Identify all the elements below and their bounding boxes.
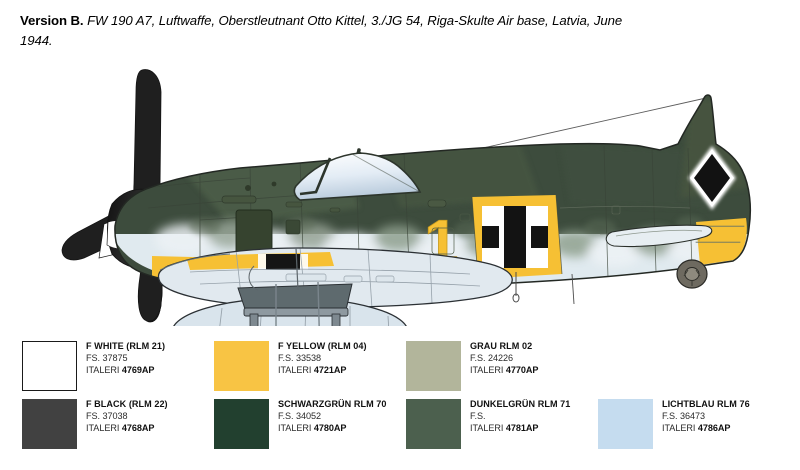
color-fs-code: F.S. 34052	[278, 410, 321, 421]
legend-item-lichtblau-rlm-76[interactable]: LICHTBLAU RLM 76 F.S. 36473 ITALERI 4786…	[598, 398, 790, 456]
color-swatch	[214, 341, 269, 391]
color-name: DUNKELGRÜN RLM 71	[470, 399, 571, 409]
brand-label: ITALERI	[662, 422, 696, 433]
color-fs-code: FS. 37875	[86, 352, 128, 363]
color-name: GRAU RLM 02	[470, 341, 533, 351]
color-fs-code: F.S.	[470, 410, 486, 421]
product-code: 4781AP	[505, 422, 539, 433]
brand-label: ITALERI	[86, 364, 120, 375]
brand-label: ITALERI	[86, 422, 120, 433]
color-swatch	[406, 399, 461, 449]
color-fs-code: F.S. 33538	[278, 352, 321, 363]
legend-row-1: F WHITE (RLM 21) FS. 37875 ITALERI 4769A…	[22, 340, 790, 398]
product-code: 4780AP	[313, 422, 347, 433]
tail-diamond-marking	[688, 146, 736, 210]
color-swatch	[22, 399, 77, 449]
under-fuselage-aerials	[512, 272, 575, 305]
page-title: Version B. FW 190 A7, Luftwaffe, Oberstl…	[20, 11, 640, 52]
brand-label: ITALERI	[278, 364, 312, 375]
horizontal-stabilizer	[605, 224, 713, 248]
brand-label: ITALERI	[470, 364, 504, 375]
tail-wheel	[676, 259, 708, 289]
color-swatch	[406, 341, 461, 391]
legend-item-schwarzgruen-rlm-70[interactable]: SCHWARZGRÜN RLM 70 F.S. 34052 ITALERI 47…	[214, 398, 406, 456]
color-swatch	[214, 399, 269, 449]
color-swatch	[22, 341, 77, 391]
legend-row-2: F BLACK (RLM 22) FS. 37038 ITALERI 4768A…	[22, 398, 790, 456]
color-name: F YELLOW (RLM 04)	[278, 341, 367, 351]
color-name: LICHTBLAU RLM 76	[662, 399, 750, 409]
aircraft-profile-illustration: 1	[0, 58, 800, 326]
legend-item-f-white[interactable]: F WHITE (RLM 21) FS. 37875 ITALERI 4769A…	[22, 340, 214, 398]
product-code: 4768AP	[121, 422, 155, 433]
color-swatch	[598, 399, 653, 449]
canopy	[293, 148, 422, 201]
rudder-yellow-band	[696, 218, 747, 265]
color-fs-code: F.S. 24226	[470, 352, 513, 363]
color-fs-code: FS. 37038	[86, 410, 128, 421]
legend-cell-empty	[598, 340, 790, 398]
color-fs-code: F.S. 36473	[662, 410, 705, 421]
brand-label: ITALERI	[470, 422, 504, 433]
wing	[157, 247, 513, 309]
product-code: 4769AP	[121, 364, 155, 375]
legend-item-grau-rlm-02[interactable]: GRAU RLM 02 F.S. 24226 ITALERI 4770AP	[406, 340, 598, 398]
version-description: FW 190 A7, Luftwaffe, Oberstleutnant Ott…	[20, 13, 623, 49]
product-code: 4786AP	[697, 422, 731, 433]
legend-item-dunkelgruen-rlm-71[interactable]: DUNKELGRÜN RLM 71 F.S. ITALERI 4781AP	[406, 398, 598, 456]
brand-label: ITALERI	[278, 422, 312, 433]
color-name: F BLACK (RLM 22)	[86, 399, 168, 409]
drop-tank	[173, 247, 407, 326]
product-code: 4721AP	[313, 364, 347, 375]
aircraft-svg: 1	[61, 69, 752, 326]
product-code: 4770AP	[505, 364, 539, 375]
paint-color-legend: F WHITE (RLM 21) FS. 37875 ITALERI 4769A…	[22, 340, 790, 458]
version-label: Version B.	[20, 13, 84, 28]
legend-item-f-yellow[interactable]: F YELLOW (RLM 04) F.S. 33538 ITALERI 472…	[214, 340, 406, 398]
color-name: SCHWARZGRÜN RLM 70	[278, 399, 387, 409]
legend-item-f-black[interactable]: F BLACK (RLM 22) FS. 37038 ITALERI 4768A…	[22, 398, 214, 456]
color-name: F WHITE (RLM 21)	[86, 341, 166, 351]
balkenkreuz-insignia	[482, 206, 548, 268]
